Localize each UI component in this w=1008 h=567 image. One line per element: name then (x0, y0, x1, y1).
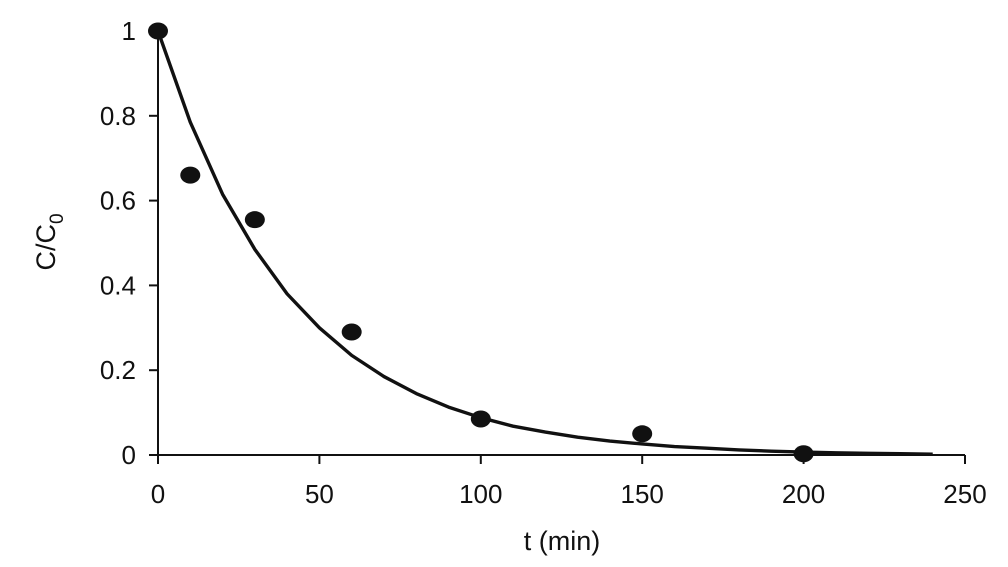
x-tick-label: 200 (782, 479, 825, 509)
fit-curve-line (156, 30, 933, 456)
y-tick-label: 0.6 (100, 186, 136, 216)
data-point (470, 410, 491, 428)
x-tick-label: 100 (459, 479, 502, 509)
y-tick-label: 0 (122, 440, 136, 470)
data-points (148, 22, 814, 463)
data-point (180, 166, 201, 184)
x-tick-label: 150 (621, 479, 664, 509)
data-point (632, 425, 653, 443)
y-axis-title-subscript: 0 (47, 213, 68, 224)
y-tick-label: 0.4 (100, 270, 136, 300)
y-tick-label: 1 (122, 16, 136, 46)
data-point (244, 211, 265, 229)
x-axis-ticks: 0 50 100 150 200 250 (151, 455, 987, 509)
data-point (793, 445, 814, 463)
y-tick-label: 0.2 (100, 355, 136, 385)
data-point (341, 323, 362, 341)
x-tick-label: 50 (305, 479, 334, 509)
x-tick-label: 0 (151, 479, 165, 509)
y-axis-title: C/C0 (31, 213, 68, 270)
y-tick-label: 0.8 (100, 101, 136, 131)
x-axis-title: t (min) (524, 526, 601, 556)
x-tick-label: 250 (943, 479, 986, 509)
data-point (148, 22, 168, 40)
y-axis-ticks: 0 0.2 0.4 0.6 0.8 1 (100, 16, 158, 470)
y-axis-title-main: C/C (31, 224, 61, 271)
